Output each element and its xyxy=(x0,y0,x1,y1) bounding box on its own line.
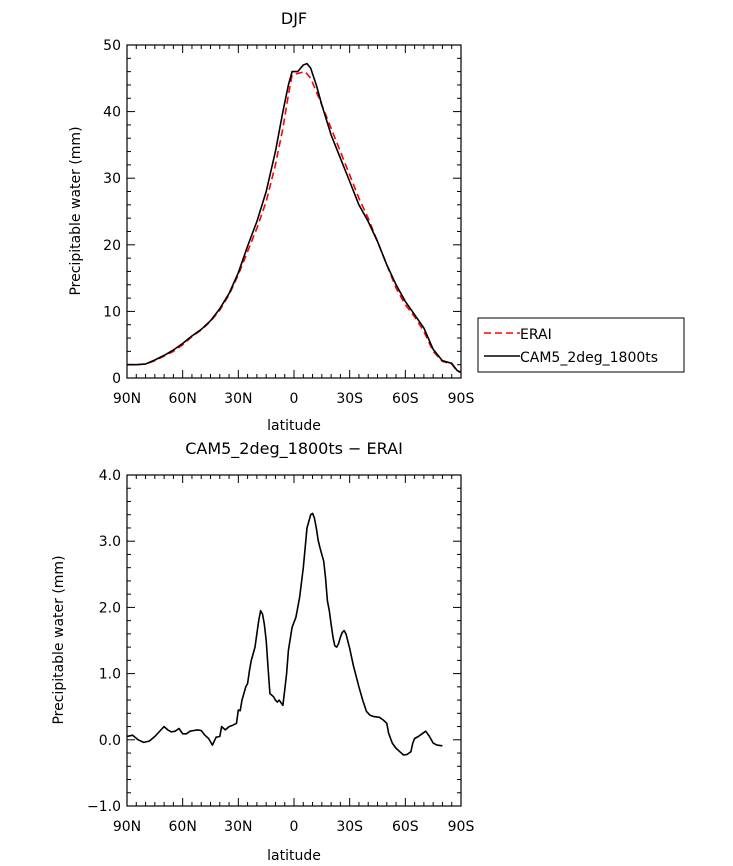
y-tick-label: 3.0 xyxy=(99,534,121,550)
y-tick-label: −1.0 xyxy=(87,799,121,815)
bottom-y-tick-labels: −1.0 0.0 1.0 2.0 3.0 4.0 xyxy=(87,468,121,815)
y-tick-label: 30 xyxy=(103,171,121,187)
y-tick-label: 0.0 xyxy=(99,733,121,749)
x-tick-label: 60N xyxy=(169,819,197,835)
x-tick-label: 90N xyxy=(113,391,141,407)
x-tick-label: 0 xyxy=(290,819,299,835)
y-tick-label: 4.0 xyxy=(99,468,121,484)
y-tick-label: 40 xyxy=(103,105,121,121)
legend-box xyxy=(477,317,685,373)
x-tick-label: 60S xyxy=(392,391,419,407)
x-tick-label: 90S xyxy=(448,819,475,835)
x-tick-label: 30S xyxy=(336,391,363,407)
series-line-erai xyxy=(127,70,462,374)
series-line-difference xyxy=(126,512,443,756)
x-tick-label: 60S xyxy=(392,819,419,835)
x-tick-label: 30S xyxy=(336,819,363,835)
top-plot-frame xyxy=(126,44,462,379)
bottom-x-tick-labels: 90N 60N 30N 0 30S 60S 90S xyxy=(113,819,475,835)
bottom-plot-frame xyxy=(126,474,462,807)
x-tick-label: 30N xyxy=(224,391,252,407)
top-chart-title: DJF xyxy=(281,9,307,28)
bottom-ticks xyxy=(126,474,462,807)
y-tick-label: 20 xyxy=(103,238,121,254)
top-x-axis-label: latitude xyxy=(267,418,321,434)
legend-label-erai: ERAI xyxy=(520,327,552,343)
y-tick-label: 1.0 xyxy=(99,667,121,683)
y-tick-label: 10 xyxy=(103,304,121,320)
bottom-y-axis-label: Precipitable water (mm) xyxy=(51,555,67,724)
x-tick-label: 30N xyxy=(224,819,252,835)
bottom-panel: CAM5_2deg_1800ts − ERAI −1.0 0.0 1.0 2.0 3.0… xyxy=(51,439,474,864)
x-tick-label: 0 xyxy=(290,391,299,407)
x-tick-label: 90N xyxy=(113,819,141,835)
y-tick-label: 0 xyxy=(112,371,121,387)
legend-label-cam5: CAM5_2deg_1800ts xyxy=(520,350,658,366)
top-y-tick-labels: 0 10 20 30 40 50 xyxy=(103,38,121,387)
series-line-cam5-2deg-1800ts xyxy=(127,62,462,373)
legend: ERAI CAM5_2deg_1800ts xyxy=(477,317,685,373)
top-panel: DJF 0 10 20 30 40 50 90N 60N 30N 0 30S 60S 90S lati… xyxy=(68,9,685,434)
y-tick-label: 50 xyxy=(103,38,121,54)
y-tick-label: 2.0 xyxy=(99,600,121,616)
top-x-tick-labels: 90N 60N 30N 0 30S 60S 90S xyxy=(113,391,475,407)
top-y-axis-label: Precipitable water (mm) xyxy=(68,126,84,295)
x-tick-label: 90S xyxy=(448,391,475,407)
top-series xyxy=(127,62,462,374)
x-tick-label: 60N xyxy=(169,391,197,407)
bottom-x-axis-label: latitude xyxy=(267,848,321,864)
bottom-series xyxy=(126,512,443,756)
bottom-chart-title: CAM5_2deg_1800ts − ERAI xyxy=(185,439,403,459)
top-ticks xyxy=(126,44,462,379)
